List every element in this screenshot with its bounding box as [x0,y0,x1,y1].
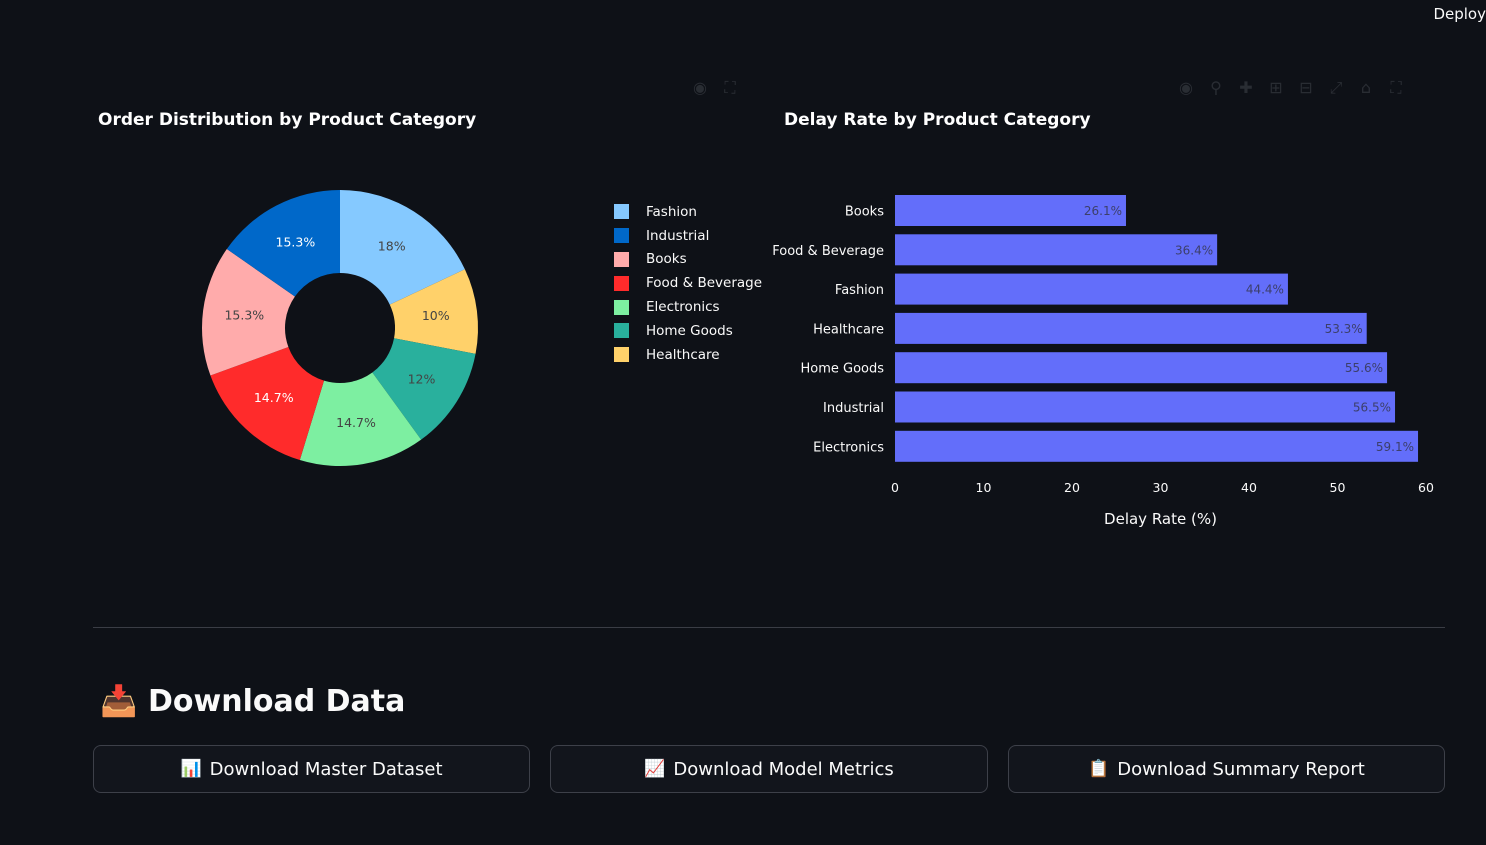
fullscreen-icon[interactable]: ⛶ [724,78,736,97]
x-tick-label-30: 30 [1153,480,1169,495]
fullscreen-icon[interactable]: ⛶ [1390,78,1402,97]
pie-slice-label-electronics: 14.7% [336,415,376,430]
legend-item-home-goods[interactable]: Home Goods [614,319,762,343]
y-tick-label-healthcare: Healthcare [813,322,884,337]
pie-modebar: ◉ ⛶ [692,78,738,98]
inbox-tray-icon: 📥 [100,683,138,719]
bar-healthcare [895,312,1367,344]
bar-books [895,195,1126,226]
x-tick-label-40: 40 [1241,480,1257,495]
bar-value-label-books: 26.1% [1084,204,1122,218]
y-tick-label-home-goods: Home Goods [800,362,884,377]
button-label: Download Summary Report [1117,758,1365,780]
pan-icon[interactable]: ✚ [1239,78,1253,97]
pie-legend: Fashion Industrial Books Food & Beverage Ele… [614,200,762,367]
bar-value-label-fashion: 44.4% [1246,283,1284,297]
pie-slice-fashion [340,190,465,305]
x-tick-label-60: 60 [1418,480,1434,495]
legend-item-fashion[interactable]: Fashion [614,200,762,224]
x-tick-label-10: 10 [976,480,992,495]
legend-swatch [614,347,629,363]
x-tick-label-50: 50 [1330,480,1346,495]
bar-chart-icon: 📊 [180,759,202,779]
pie-slice-label-industrial: 15.3% [276,234,316,249]
bar-value-label-electronics: 59.1% [1376,440,1414,454]
y-tick-label-food-and-beverage: Food & Beverage [772,244,884,259]
pie-slice-healthcare [389,269,478,354]
legend-label: Books [646,251,687,268]
pie-chart-title: Order Distribution by Product Category [98,110,477,130]
y-tick-label-books: Books [845,205,884,220]
x-axis-label: Delay Rate (%) [1104,510,1217,528]
bar-industrial [895,391,1396,423]
button-label: Download Model Metrics [673,758,894,780]
download-model-metrics-button[interactable]: 📈 Download Model Metrics [550,745,988,793]
pie-slice-home-goods [372,338,476,440]
download-section-title: Download Data [148,684,406,719]
pie-slice-industrial [226,190,340,297]
legend-label: Fashion [646,203,697,220]
download-summary-report-button[interactable]: 📋 Download Summary Report [1008,745,1445,793]
legend-label: Home Goods [646,322,733,339]
reset-axes-icon[interactable]: ⌂ [1360,78,1372,97]
pie-slice-books [202,249,295,376]
legend-label: Electronics [646,299,720,316]
zoom-icon[interactable]: ⚲ [1210,78,1222,97]
pie-slice-label-books: 15.3% [224,308,264,323]
x-tick-label-0: 0 [891,480,899,495]
camera-icon[interactable]: ◉ [693,78,707,97]
y-tick-label-fashion: Fashion [835,283,884,298]
pie-slice-label-fashion: 18% [378,239,406,254]
legend-item-industrial[interactable]: Industrial [614,224,762,248]
bar-food-and-beverage [895,234,1218,266]
x-tick-label-20: 20 [1064,480,1080,495]
legend-swatch [614,275,629,291]
legend-item-electronics[interactable]: Electronics [614,295,762,319]
pie-slice-label-home-goods: 12% [408,372,436,387]
legend-swatch [614,228,629,244]
legend-swatch [614,323,629,339]
section-divider [93,627,1445,628]
zoom-in-icon[interactable]: ⊞ [1269,78,1283,97]
pie-slice-label-healthcare: 10% [422,308,450,323]
bar-chart-title: Delay Rate by Product Category [784,110,1091,130]
download-section-header: 📥 Download Data [100,684,405,719]
y-tick-label-industrial: Industrial [823,401,884,416]
legend-item-food-and-beverage[interactable]: Food & Beverage [614,271,762,295]
bar-electronics [895,430,1419,462]
autoscale-icon[interactable]: ⤢ [1329,78,1343,97]
delay-rate-bar-chart: 26.1% Books 36.4% Food & Beverage 44.4% Fashi… [772,195,1434,528]
clipboard-icon: 📋 [1088,759,1110,779]
legend-swatch [614,299,629,315]
camera-icon[interactable]: ◉ [1179,78,1193,97]
trending-chart-icon: 📈 [644,759,666,779]
bar-value-label-healthcare: 53.3% [1325,322,1363,336]
bar-value-label-home-goods: 55.6% [1345,361,1383,375]
bar-value-label-food-and-beverage: 36.4% [1175,243,1213,257]
pie-slice-electronics [299,372,422,467]
bar-value-label-industrial: 56.5% [1353,401,1391,415]
legend-label: Food & Beverage [646,275,763,292]
legend-item-healthcare[interactable]: Healthcare [614,343,762,367]
y-tick-label-electronics: Electronics [813,440,884,455]
pie-slice-food-and-beverage [210,346,324,461]
deploy-button[interactable]: Deploy [1433,5,1486,23]
zoom-out-icon[interactable]: ⊟ [1299,78,1313,97]
legend-swatch [614,204,629,220]
pie-slice-label-food-and-beverage: 14.7% [254,390,294,405]
button-label: Download Master Dataset [209,758,443,780]
legend-swatch [614,251,629,267]
legend-label: Industrial [646,227,710,244]
download-master-dataset-button[interactable]: 📊 Download Master Dataset [93,745,530,793]
order-distribution-donut-chart: 18% 10% 12% 14.7% 14.7% 15.3% 15.3% [202,190,478,467]
legend-label: Healthcare [646,346,720,363]
bar-home-goods [895,352,1388,384]
bar-modebar: ◉ ⚲ ✚ ⊞ ⊟ ⤢ ⌂ ⛶ [1178,78,1404,98]
legend-item-books[interactable]: Books [614,248,762,272]
bar-fashion [895,273,1288,305]
